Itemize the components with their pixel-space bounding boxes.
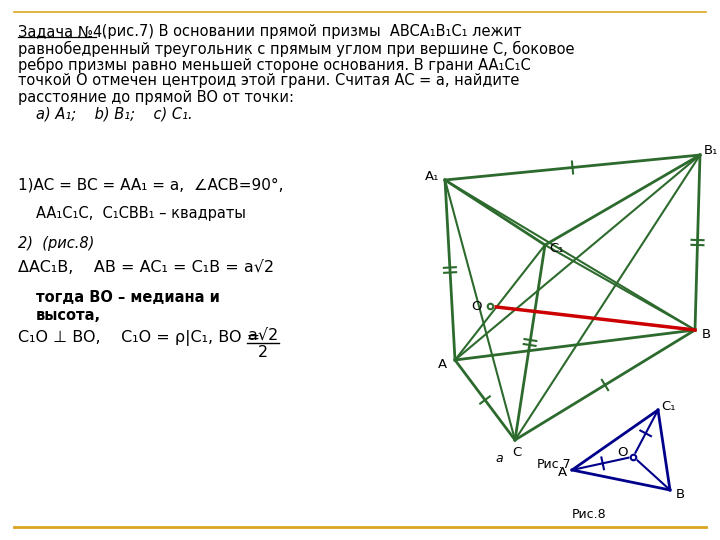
Text: B: B <box>701 327 711 341</box>
Text: высота,: высота, <box>36 308 101 323</box>
Text: 1)AC = BC = AA₁ = a,  ∠ACB=90°,: 1)AC = BC = AA₁ = a, ∠ACB=90°, <box>18 178 284 193</box>
Text: тогда BO – медиана и: тогда BO – медиана и <box>36 290 220 305</box>
Text: B: B <box>675 488 685 501</box>
Text: AA₁C₁C,  C₁CBB₁ – квадраты: AA₁C₁C, C₁CBB₁ – квадраты <box>36 206 246 221</box>
Text: A: A <box>438 357 446 370</box>
Text: C₁: C₁ <box>549 241 563 254</box>
Text: a: a <box>495 452 503 465</box>
Text: (рис.7) В основании прямой призмы  ABCA₁B₁C₁ лежит: (рис.7) В основании прямой призмы ABCA₁B… <box>97 24 521 39</box>
Text: точкой O отмечен центроид этой грани. Считая AC = a, найдите: точкой O отмечен центроид этой грани. Сч… <box>18 73 519 89</box>
Text: расстояние до прямой BO от точки:: расстояние до прямой BO от точки: <box>18 90 294 105</box>
Text: O: O <box>472 300 482 313</box>
Text: а) A₁;    b) B₁;    c) C₁.: а) A₁; b) B₁; c) C₁. <box>36 106 193 122</box>
Text: a√2: a√2 <box>248 328 278 343</box>
Text: A: A <box>557 465 567 478</box>
Text: A₁: A₁ <box>425 170 439 183</box>
Text: 2: 2 <box>258 345 268 360</box>
Text: 2)  (рис.8): 2) (рис.8) <box>18 236 94 251</box>
Text: равнобедренный треугольник с прямым углом при вершине C, боковое: равнобедренный треугольник с прямым угло… <box>18 40 575 57</box>
Text: Рис.7: Рис.7 <box>537 458 572 471</box>
Text: O: O <box>617 446 628 459</box>
Text: Задача №4.: Задача №4. <box>18 24 107 39</box>
Text: ребро призмы равно меньшей стороне основания. В грани AA₁C₁C: ребро призмы равно меньшей стороне основ… <box>18 57 531 73</box>
Text: C₁: C₁ <box>662 400 676 413</box>
Text: B₁: B₁ <box>704 145 718 158</box>
Text: C: C <box>513 447 521 460</box>
Text: ΔAC₁B,    AB = AC₁ = C₁B = a√2: ΔAC₁B, AB = AC₁ = C₁B = a√2 <box>18 260 274 275</box>
Text: C₁O ⊥ BO,    C₁O = ρ|C₁, BO =: C₁O ⊥ BO, C₁O = ρ|C₁, BO = <box>18 330 265 346</box>
Text: Рис.8: Рис.8 <box>572 508 607 521</box>
